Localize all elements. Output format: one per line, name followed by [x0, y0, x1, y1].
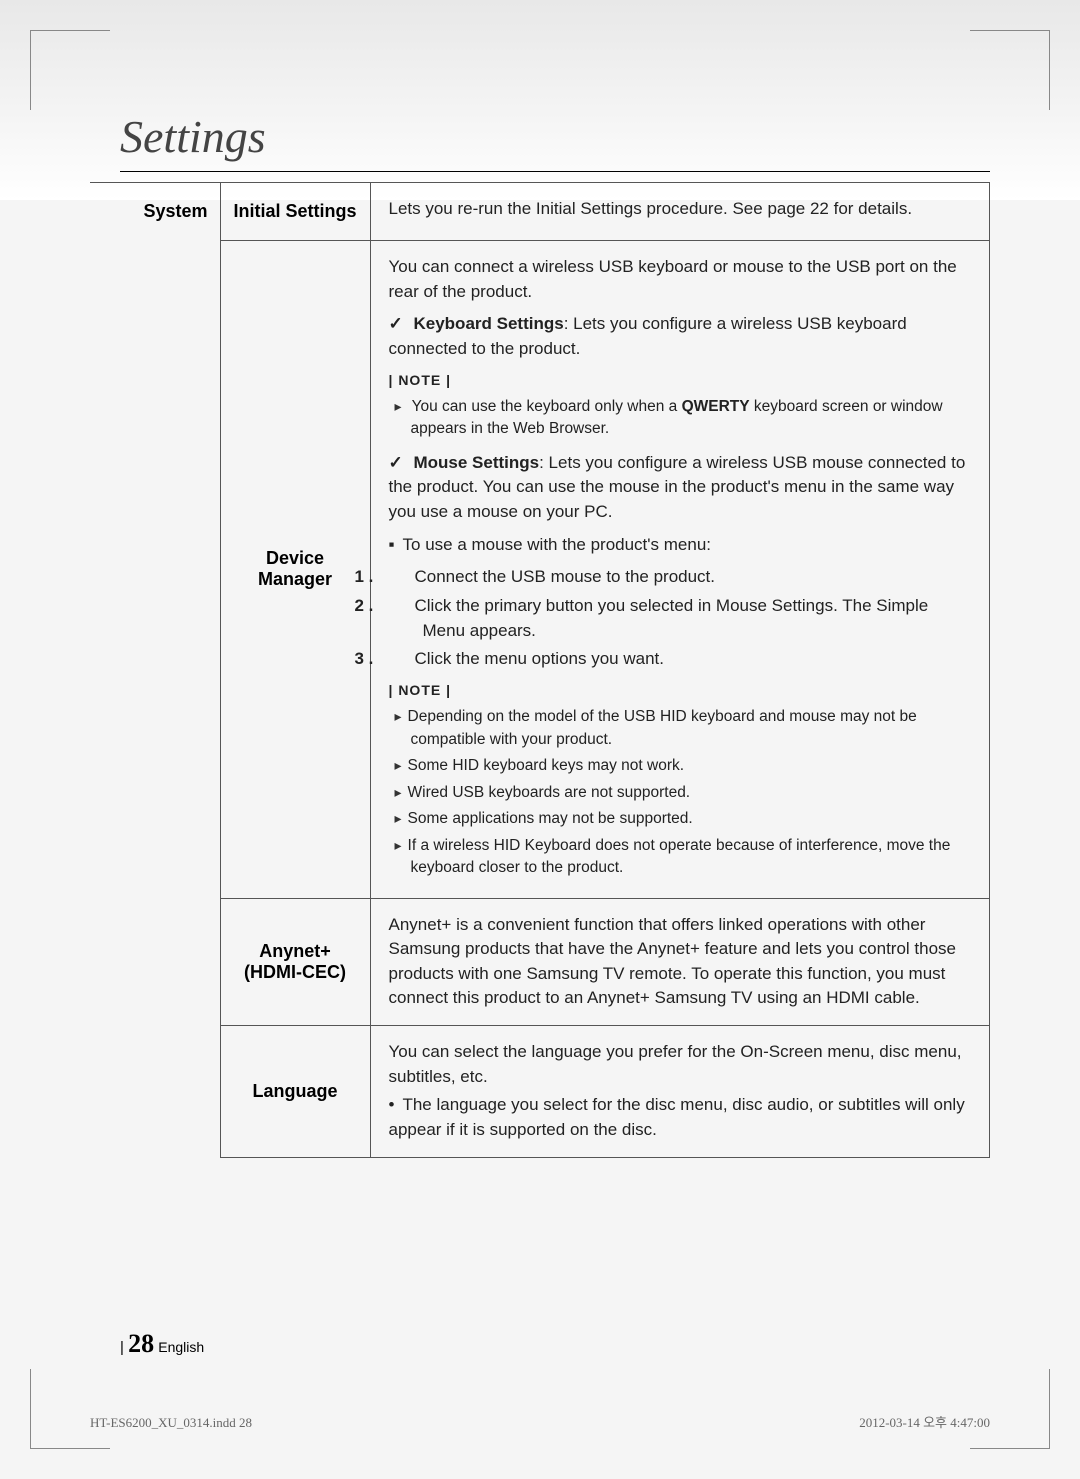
note-2e: If a wireless HID Keyboard does not oper… [395, 835, 972, 880]
crop-mark [30, 1369, 110, 1449]
page-content: Settings System Initial Settings Lets yo… [0, 0, 1080, 1218]
note-header-2: NOTE [389, 680, 972, 700]
step2-text: Click the primary button you selected in… [415, 596, 929, 640]
row-label-initial: Initial Settings [220, 183, 370, 241]
kb-bold: Keyboard Settings [413, 314, 563, 333]
table-row-language: Language You can select the language you… [90, 1026, 990, 1158]
lang-text2: The language you select for the disc men… [389, 1093, 972, 1142]
step2-num: 2 . [389, 594, 415, 619]
step-2: 2 .Click the primary button you selected… [389, 594, 972, 643]
step-3: 3 .Click the menu options you want. [389, 647, 972, 672]
mouse-settings: Mouse Settings: Lets you configure a wir… [389, 451, 972, 525]
label-line2: Manager [258, 569, 332, 589]
note-qwerty: You can use the keyboard only when a QWE… [395, 396, 972, 441]
anynet-l1: Anynet+ [259, 941, 331, 961]
note-2d: Some applications may not be supported. [395, 808, 972, 830]
page-number: 28 [128, 1329, 154, 1358]
table-row-initial: System Initial Settings Lets you re-run … [90, 183, 990, 241]
use-mouse-heading: To use a mouse with the product's menu: [389, 533, 972, 558]
row-label-anynet: Anynet+ (HDMI-CEC) [220, 898, 370, 1026]
row-content-anynet: Anynet+ is a convenient function that of… [370, 898, 990, 1026]
step1-num: 1 . [389, 565, 415, 590]
meta-right: 2012-03-14 오후 4:47:00 [859, 1412, 990, 1431]
page-footer: | 28 English [120, 1329, 204, 1359]
table-row-device: Device Manager You can connect a wireles… [90, 241, 990, 899]
footer-bar: | [120, 1339, 124, 1356]
settings-table: System Initial Settings Lets you re-run … [90, 182, 990, 1158]
note-2c: Wired USB keyboards are not supported. [395, 782, 972, 804]
anynet-l2: (HDMI-CEC) [244, 962, 346, 982]
row-content-language: You can select the language you prefer f… [370, 1026, 990, 1158]
step1-text: Connect the USB mouse to the product. [415, 567, 716, 586]
page-title: Settings [120, 110, 990, 172]
section-header: System [90, 183, 220, 1158]
row-content-device: You can connect a wireless USB keyboard … [370, 241, 990, 899]
device-intro: You can connect a wireless USB keyboard … [389, 255, 972, 304]
row-content-initial: Lets you re-run the Initial Settings pro… [370, 183, 990, 241]
n1b: QWERTY [682, 398, 750, 415]
mouse-steps: 1 .Connect the USB mouse to the product.… [389, 565, 972, 672]
initial-text: Lets you re-run the Initial Settings pro… [389, 197, 972, 222]
row-label-device: Device Manager [220, 241, 370, 899]
crop-mark [970, 1369, 1050, 1449]
step-1: 1 .Connect the USB mouse to the product. [389, 565, 972, 590]
note-2b: Some HID keyboard keys may not work. [395, 755, 972, 777]
note-header: NOTE [389, 370, 972, 390]
footer-lang: English [158, 1339, 204, 1355]
ms-bold: Mouse Settings [413, 453, 539, 472]
step3-num: 3 . [389, 647, 415, 672]
row-label-language: Language [220, 1026, 370, 1158]
label-line1: Device [266, 548, 324, 568]
step3-text: Click the menu options you want. [415, 649, 664, 668]
table-row-anynet: Anynet+ (HDMI-CEC) Anynet+ is a convenie… [90, 898, 990, 1026]
lang-text1: You can select the language you prefer f… [389, 1040, 972, 1089]
keyboard-settings: Keyboard Settings: Lets you configure a … [389, 312, 972, 361]
n1a: You can use the keyboard only when a [412, 398, 682, 415]
meta-left: HT-ES6200_XU_0314.indd 28 [90, 1415, 252, 1431]
note-2a: Depending on the model of the USB HID ke… [395, 706, 972, 751]
